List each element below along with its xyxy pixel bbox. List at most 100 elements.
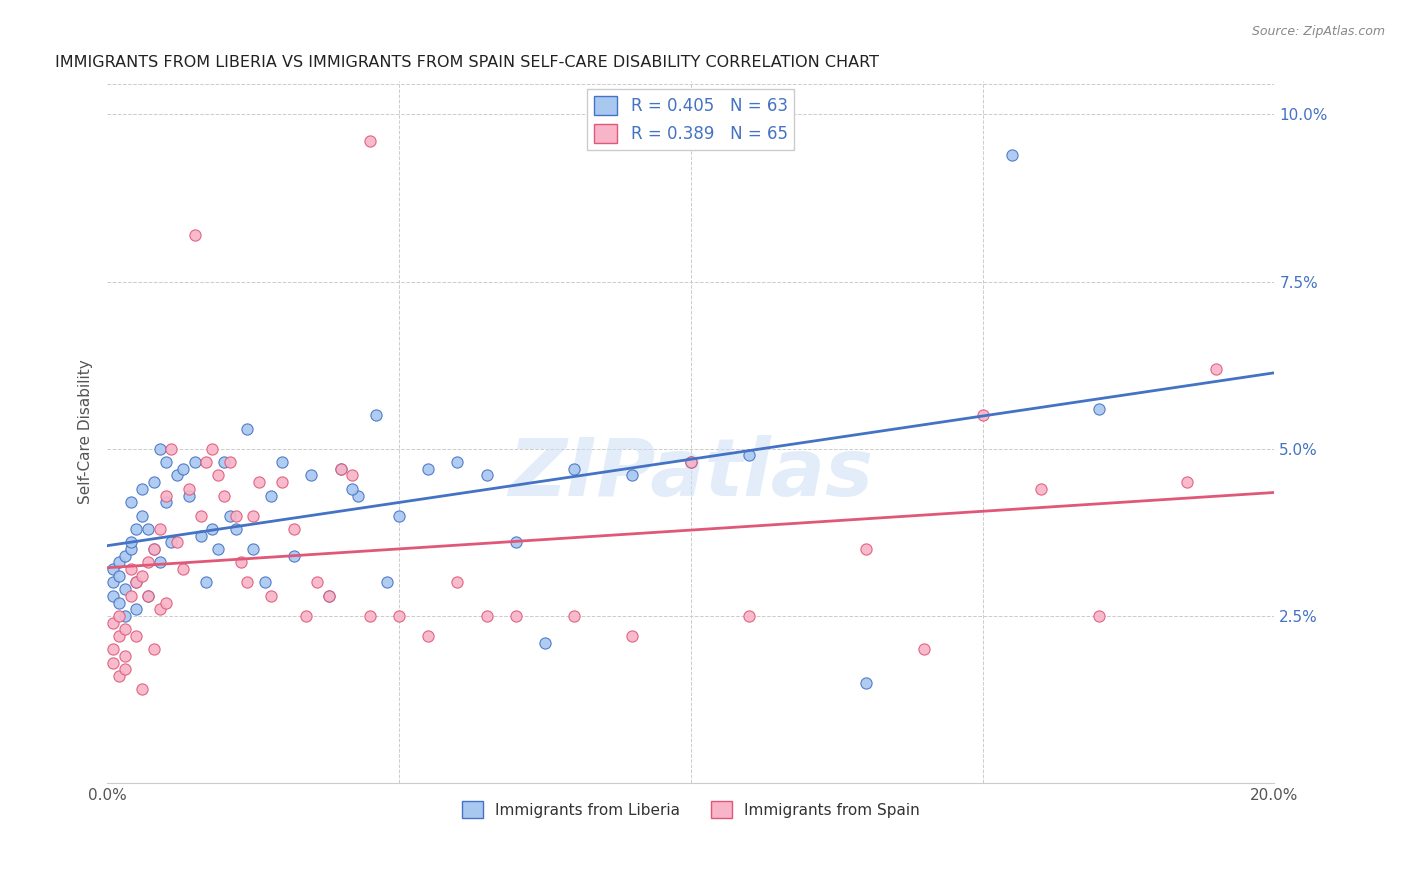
Point <box>101 562 124 576</box>
Point <box>242 508 264 523</box>
Point <box>125 602 148 616</box>
Point <box>183 227 205 242</box>
Point <box>125 575 148 590</box>
Point <box>388 608 411 623</box>
Point <box>114 549 136 563</box>
Point <box>207 468 229 483</box>
Point <box>120 542 142 557</box>
Point <box>149 556 172 570</box>
Point <box>149 522 172 536</box>
Point <box>172 462 194 476</box>
Text: ZIPatlas: ZIPatlas <box>509 435 873 513</box>
Point <box>259 589 281 603</box>
Legend: Immigrants from Liberia, Immigrants from Spain: Immigrants from Liberia, Immigrants from… <box>456 795 927 824</box>
Point <box>183 455 205 469</box>
Point <box>679 455 702 469</box>
Point <box>114 648 136 663</box>
Point <box>142 542 165 557</box>
Point <box>318 589 340 603</box>
Point <box>101 589 124 603</box>
Point <box>738 608 761 623</box>
Point <box>301 468 323 483</box>
Point <box>418 462 440 476</box>
Point <box>114 662 136 676</box>
Point <box>160 442 183 456</box>
Point <box>307 575 329 590</box>
Point <box>195 455 218 469</box>
Point <box>231 556 253 570</box>
Point <box>505 535 527 549</box>
Point <box>120 562 142 576</box>
Text: IMMIGRANTS FROM LIBERIA VS IMMIGRANTS FROM SPAIN SELF-CARE DISABILITY CORRELATIO: IMMIGRANTS FROM LIBERIA VS IMMIGRANTS FR… <box>55 55 879 70</box>
Point <box>218 455 240 469</box>
Point <box>120 589 142 603</box>
Point <box>212 455 235 469</box>
Point <box>271 455 294 469</box>
Point <box>505 608 527 623</box>
Point <box>1205 361 1227 376</box>
Point <box>172 562 194 576</box>
Point <box>972 409 994 423</box>
Y-axis label: Self-Care Disability: Self-Care Disability <box>79 359 93 504</box>
Point <box>912 642 935 657</box>
Point <box>101 656 124 670</box>
Point <box>155 495 177 509</box>
Point <box>446 455 468 469</box>
Point <box>177 482 200 496</box>
Point <box>1001 147 1024 161</box>
Point <box>125 575 148 590</box>
Point <box>136 589 159 603</box>
Point <box>190 529 212 543</box>
Point <box>101 615 124 630</box>
Point <box>855 542 877 557</box>
Point <box>108 595 131 609</box>
Point <box>136 556 159 570</box>
Point <box>375 575 398 590</box>
Point <box>166 468 188 483</box>
Point <box>236 422 259 436</box>
Point <box>364 409 387 423</box>
Point <box>359 608 381 623</box>
Point <box>201 442 224 456</box>
Point <box>190 508 212 523</box>
Point <box>283 549 305 563</box>
Point <box>1088 401 1111 416</box>
Point <box>177 489 200 503</box>
Point <box>342 482 364 496</box>
Point <box>475 468 498 483</box>
Point <box>359 134 381 148</box>
Point <box>679 455 702 469</box>
Point <box>418 629 440 643</box>
Point <box>101 575 124 590</box>
Point <box>131 482 153 496</box>
Point <box>142 642 165 657</box>
Point <box>259 489 281 503</box>
Point <box>142 475 165 490</box>
Point <box>155 455 177 469</box>
Point <box>108 629 131 643</box>
Point <box>562 608 585 623</box>
Point <box>120 495 142 509</box>
Point <box>136 522 159 536</box>
Point <box>446 575 468 590</box>
Point <box>294 608 316 623</box>
Point <box>218 508 240 523</box>
Point <box>120 535 142 549</box>
Point <box>155 489 177 503</box>
Text: Source: ZipAtlas.com: Source: ZipAtlas.com <box>1251 25 1385 38</box>
Point <box>114 608 136 623</box>
Point <box>329 462 352 476</box>
Point <box>855 675 877 690</box>
Point <box>342 468 364 483</box>
Point <box>562 462 585 476</box>
Point <box>207 542 229 557</box>
Point <box>271 475 294 490</box>
Point <box>347 489 370 503</box>
Point <box>534 635 557 649</box>
Point <box>738 449 761 463</box>
Point <box>1029 482 1052 496</box>
Point <box>136 589 159 603</box>
Point <box>195 575 218 590</box>
Point <box>247 475 270 490</box>
Point <box>388 508 411 523</box>
